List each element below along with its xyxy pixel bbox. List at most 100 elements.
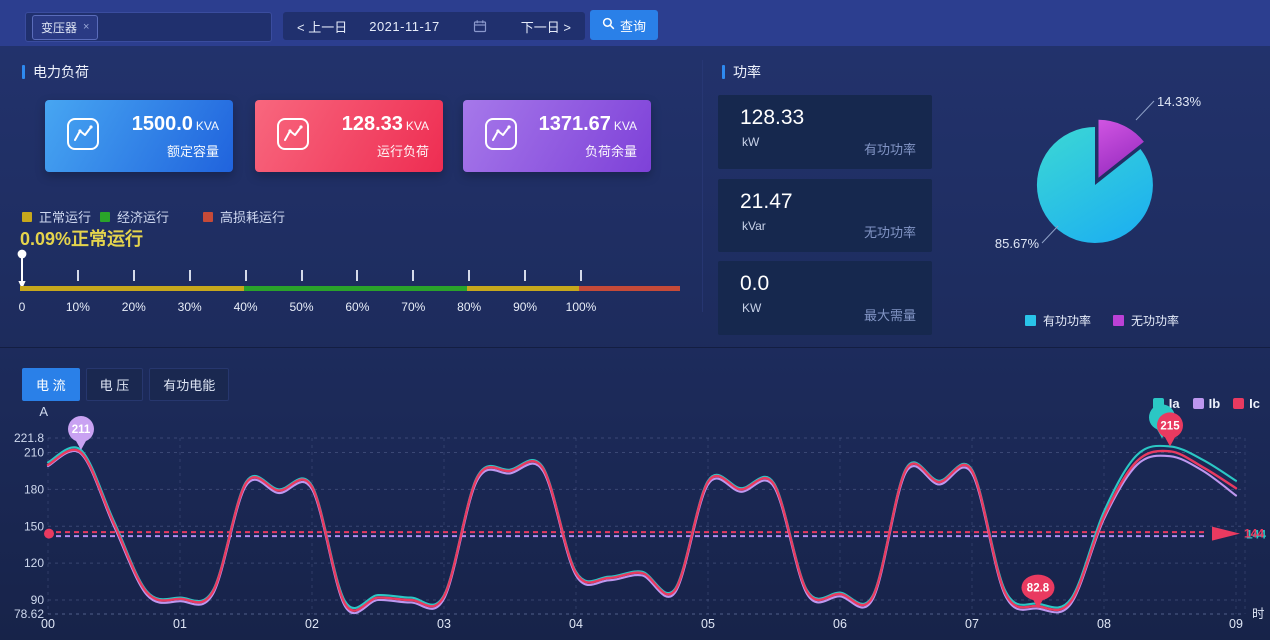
prev-day-button[interactable]: < 上一日 — [297, 19, 348, 35]
gauge-scale-label: 70% — [401, 300, 426, 314]
pie-slice-reactive-power[interactable] — [1098, 119, 1144, 178]
run-status-text: 0.09%正常运行 — [20, 229, 144, 249]
marker-label: 211 — [72, 424, 91, 436]
query-button[interactable]: 查询 — [590, 10, 658, 40]
next-day-button[interactable]: 下一日 > — [520, 19, 571, 35]
trend-section: 电 流 电 压 有功电能 A Ia Ib Ic 221.8 210 180 150 12… — [0, 347, 1270, 640]
gauge-segment — [20, 286, 244, 291]
gauge-scale-label: 80% — [457, 300, 482, 314]
legend-economic-swatch — [100, 211, 110, 222]
tab-active-energy[interactable]: 有功电能 — [149, 368, 230, 401]
x-tick-label: 03 — [437, 617, 451, 631]
gauge-scale-label: 30% — [177, 300, 202, 314]
pie-legend-active-power[interactable]: 有功功率 — [1025, 312, 1091, 329]
legend-normal-label: 正常运行 — [39, 210, 92, 225]
pie-label-active-pct: 85.67% — [995, 236, 1040, 251]
x-tick-label: 08 — [1097, 617, 1111, 631]
running-load-value: 128.33 — [341, 113, 403, 135]
legend-Ib[interactable]: Ib — [1192, 396, 1220, 411]
legend-Ic[interactable]: Ic — [1233, 396, 1260, 411]
query-button-label: 查询 — [619, 18, 646, 34]
title-accent-bar — [722, 65, 725, 79]
power-panel: 功率 128.33 kW 有功功率 21.47 kVar 无功功率 0.0 KW… — [706, 46, 1270, 346]
gauge-scale-label: 10% — [65, 300, 90, 314]
max-demand-label: 最大需量 — [863, 308, 916, 323]
gauge-scale-label: 100% — [565, 300, 597, 314]
pie-legend-active-label: 有功功率 — [1043, 314, 1092, 328]
x-tick-label: 04 — [569, 617, 583, 631]
y-axis-unit: A — [39, 404, 48, 419]
power-load-title: 电力负荷 — [22, 62, 89, 82]
gauge-scale-label: 40% — [233, 300, 258, 314]
gauge-tick — [188, 270, 191, 281]
gauge-tick — [412, 270, 415, 281]
power-title: 功率 — [722, 62, 761, 82]
chart-card-icon — [483, 116, 519, 157]
pie-legend-reactive-power[interactable]: 无功功率 — [1113, 312, 1179, 329]
calendar-icon[interactable] — [473, 19, 487, 33]
active-power-unit: kW — [742, 135, 760, 149]
rated-capacity-label: 额定容量 — [166, 144, 219, 159]
tag-close-icon[interactable]: × — [83, 21, 90, 33]
pie-legend-active-swatch — [1025, 315, 1036, 326]
series-Ia — [46, 444, 1238, 610]
gauge-tick — [580, 270, 582, 281]
pie-slice-active-power[interactable] — [1036, 126, 1153, 243]
gauge-pointer[interactable] — [14, 248, 30, 297]
series-group — [46, 444, 1238, 615]
legend-economic-label: 经济运行 — [117, 210, 170, 225]
tab-voltage[interactable]: 电 压 — [85, 368, 144, 401]
pie-legend-reactive-label: 无功功率 — [1131, 314, 1180, 328]
y-tick-label: 78.62 — [14, 607, 44, 621]
threshold-label: 144 — [1244, 527, 1264, 541]
legend-Ia-label: Ia — [1168, 396, 1180, 411]
y-tick-label: 120 — [24, 556, 44, 570]
max-demand-unit: KW — [742, 301, 762, 315]
threshold-arrow — [1212, 526, 1240, 541]
active-power-card: 128.33 kW 有功功率 — [718, 95, 932, 169]
gauge-tick — [468, 270, 471, 281]
device-select[interactable]: 变压器 × — [25, 12, 272, 42]
x-tick-label: 05 — [701, 617, 715, 631]
legend-Ic-swatch — [1233, 398, 1245, 409]
rated-capacity-value: 1500.0 — [131, 113, 193, 135]
gauge-tick — [76, 270, 79, 281]
power-pie-chart: 14.33% 85.67% — [995, 94, 1202, 251]
threshold-start-dot — [44, 528, 54, 539]
gauge-scale-label: 90% — [513, 300, 538, 314]
series-Ic — [46, 448, 1238, 612]
reactive-power-value: 21.47 — [740, 190, 793, 213]
search-icon — [602, 17, 615, 33]
legend-highloss-swatch — [203, 211, 213, 222]
tab-current[interactable]: 电 流 — [22, 368, 80, 401]
legend-Ia[interactable]: Ia — [1152, 396, 1180, 411]
chart-card-icon — [275, 116, 311, 157]
gauge-scale-label: 20% — [121, 300, 146, 314]
date-value[interactable]: 2021-11-17 — [369, 18, 440, 34]
line-legend: Ia Ib Ic — [1152, 396, 1260, 411]
legend-Ia-swatch — [1152, 398, 1164, 409]
gauge-tick — [244, 270, 247, 281]
marker-balloon: 215 — [1157, 412, 1183, 447]
threshold-label-shadow: 144 — [1246, 528, 1266, 542]
gauge-scale-label: 0 — [18, 300, 26, 314]
y-tick-label: 150 — [24, 519, 44, 533]
device-tag-label: 变压器 — [41, 20, 78, 35]
load-margin-value: 1371.67 — [538, 113, 611, 135]
reactive-power-card: 21.47 kVar 无功功率 — [718, 179, 932, 252]
max-demand-value: 0.0 — [740, 272, 770, 295]
power-title-text: 功率 — [733, 64, 761, 80]
load-margin-card: 1371.67 KVA 负荷余量 — [463, 100, 651, 172]
marker-balloon: 82.8 — [1021, 574, 1055, 609]
x-tick-label: 01 — [173, 617, 187, 631]
trend-tabs: 电 流 电 压 有功电能 — [22, 368, 230, 401]
device-tag[interactable]: 变压器 × — [32, 14, 99, 40]
title-accent-bar — [22, 65, 25, 79]
active-power-label: 有功功率 — [863, 142, 916, 157]
series-Ib — [46, 450, 1238, 615]
top-bar: 变压器 × < 上一日 2021-11-17 下一日 > 查询 — [0, 0, 1270, 46]
load-margin-unit: KVA — [613, 119, 637, 133]
y-tick-label: 180 — [24, 482, 44, 496]
marker-label: 215 — [1160, 420, 1180, 432]
